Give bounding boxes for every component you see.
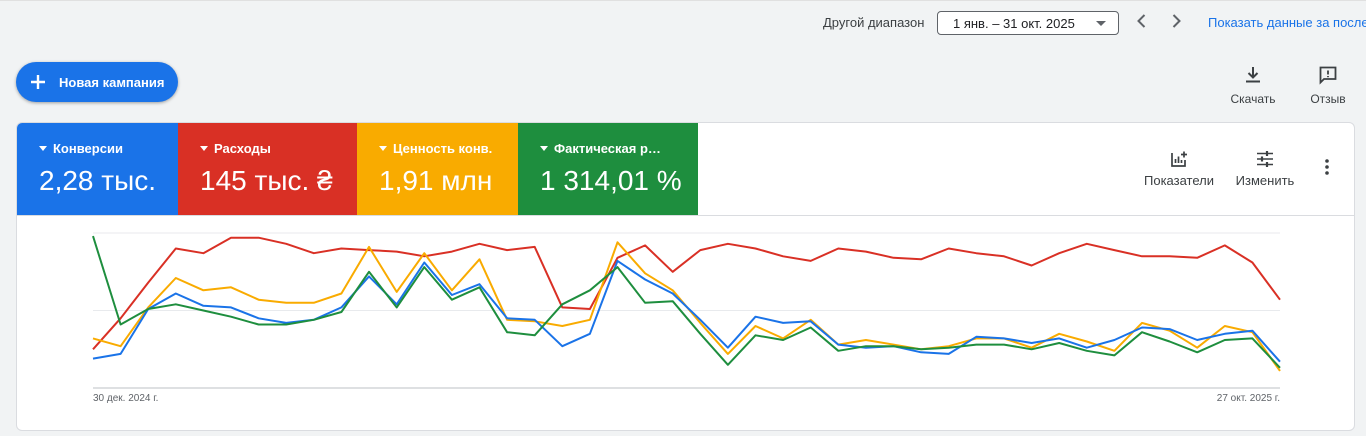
date-range-select[interactable]: 1 янв. – 31 окт. 2025 <box>937 11 1119 35</box>
top-bar: Другой диапазон 1 янв. – 31 окт. 2025 По… <box>0 0 1366 45</box>
x-axis-start-label: 30 дек. 2024 г. <box>93 393 159 404</box>
add-chart-icon <box>1171 151 1187 167</box>
range-label: Другой диапазон <box>823 15 925 30</box>
new-campaign-label: Новая кампания <box>59 75 165 90</box>
feedback-label: Отзыв <box>1310 92 1346 106</box>
metric-value: 1 314,01 % <box>540 165 682 196</box>
more-vert-icon[interactable] <box>1317 157 1337 177</box>
dropdown-arrow-icon <box>540 146 548 151</box>
tune-icon <box>1257 151 1273 167</box>
metric-conversions[interactable]: Конверсии 2,28 тыс. <box>17 123 178 215</box>
series-line-1 <box>92 236 1281 350</box>
dropdown-arrow-icon <box>39 146 47 151</box>
chevron-right-icon <box>1172 14 1181 28</box>
dropdown-arrow-icon <box>379 146 387 151</box>
metric-value: 1,91 млн <box>379 165 493 196</box>
plus-icon <box>31 75 45 89</box>
x-axis-end-label: 27 окт. 2025 г. <box>1216 393 1280 404</box>
metric-value: 2,28 тыс. <box>39 165 157 196</box>
feedback-icon <box>1319 66 1337 85</box>
metric-name: Фактическая р… <box>540 141 661 156</box>
metric-name: Расходы <box>200 141 271 156</box>
performance-card: Конверсии 2,28 тыс. Расходы 145 тыс. ₴ Ц… <box>16 122 1355 431</box>
download-button[interactable]: Скачать <box>1226 64 1280 106</box>
metric-name: Ценность конв. <box>379 141 492 156</box>
edit-button[interactable]: Изменить <box>1231 149 1299 188</box>
dropdown-caret-icon <box>1096 21 1106 26</box>
new-campaign-button[interactable]: Новая кампания <box>16 62 178 102</box>
series-line-3 <box>92 259 1281 363</box>
download-icon <box>1246 67 1260 83</box>
line-chart <box>92 232 1281 389</box>
metric-cost[interactable]: Расходы 145 тыс. ₴ <box>178 123 357 215</box>
date-range-value: 1 янв. – 31 окт. 2025 <box>953 16 1075 31</box>
next-range-button[interactable] <box>1166 11 1186 31</box>
prev-range-button[interactable] <box>1132 11 1152 31</box>
card-divider <box>17 215 1354 216</box>
metric-conversion-value[interactable]: Ценность конв. 1,91 млн <box>357 123 518 215</box>
dropdown-arrow-icon <box>200 146 208 151</box>
edit-label: Изменить <box>1235 173 1295 188</box>
indicators-label: Показатели <box>1144 173 1214 188</box>
indicators-button[interactable]: Показатели <box>1139 149 1219 188</box>
metric-name: Конверсии <box>39 141 123 156</box>
download-label: Скачать <box>1230 92 1276 106</box>
series-line-4 <box>92 235 1281 369</box>
chevron-left-icon <box>1137 14 1146 28</box>
metric-roas[interactable]: Фактическая р… 1 314,01 % <box>518 123 698 215</box>
show-data-link[interactable]: Показать данные за последние <box>1208 15 1366 30</box>
feedback-button[interactable]: Отзыв <box>1305 64 1351 106</box>
metric-value: 145 тыс. ₴ <box>200 165 333 196</box>
